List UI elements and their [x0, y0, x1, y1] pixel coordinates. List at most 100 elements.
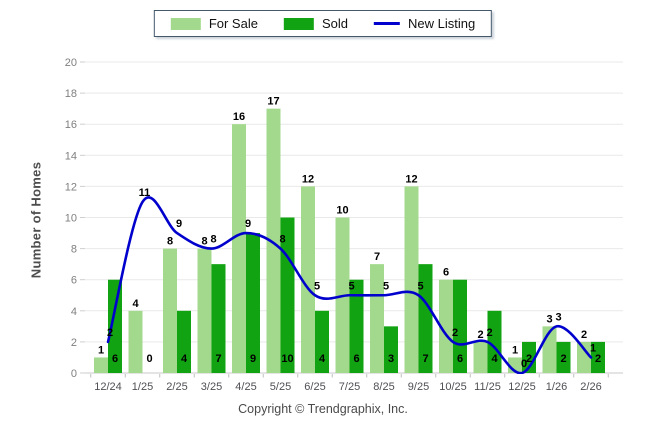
bar-for-sale: [128, 310, 143, 373]
x-tick-label: 5/25: [270, 381, 291, 393]
y-tick-label: 2: [71, 337, 77, 349]
y-axis-title: Number of Homes: [28, 161, 44, 279]
label-for-sale-value: 6: [443, 267, 449, 279]
y-tick-label: 6: [71, 275, 77, 287]
x-tick-label: 8/25: [373, 381, 394, 393]
label-new-listing-value: 0: [521, 358, 527, 370]
bar-sold: [591, 341, 605, 373]
label-sold-value: 9: [250, 353, 256, 365]
x-tick-label: 9/25: [408, 381, 429, 393]
legend-label-new-listing: New Listing: [407, 16, 476, 31]
bar-sold: [487, 310, 502, 373]
label-sold-value: 3: [388, 353, 394, 365]
legend-item-new-listing: New Listing: [373, 16, 476, 31]
x-tick-label: 12/25: [508, 381, 536, 393]
label-sold-value: 7: [215, 353, 221, 365]
bar-for-sale: [370, 264, 384, 373]
bar-for-sale: [439, 279, 453, 373]
label-sold-value: 2: [526, 353, 532, 365]
y-tick-label: 16: [65, 119, 77, 131]
legend-item-sold: Sold: [283, 16, 348, 31]
x-tick-label: 1/25: [132, 381, 153, 393]
label-new-listing-value: 8: [210, 234, 216, 246]
label-sold-value: 6: [353, 353, 359, 365]
label-sold-value: 4: [319, 353, 326, 365]
label-for-sale-value: 1: [512, 344, 518, 356]
bar-for-sale: [473, 341, 488, 373]
y-tick-label: 12: [65, 181, 77, 193]
y-tick-label: 10: [65, 213, 77, 225]
bar-for-sale: [232, 124, 246, 373]
label-sold-value: 4: [181, 353, 188, 365]
label-sold-value: 0: [146, 353, 152, 365]
legend: For Sale Sold New Listing: [153, 10, 493, 37]
label-sold-value: 2: [560, 353, 566, 365]
label-for-sale-value: 2: [477, 329, 483, 341]
bar-sold: [177, 310, 191, 373]
bar-sold: [315, 310, 329, 373]
bar-sold: [453, 279, 467, 373]
label-for-sale-value: 2: [581, 329, 587, 341]
label-new-listing-value: 1: [590, 342, 596, 354]
label-for-sale-value: 10: [336, 205, 348, 217]
bar-sold: [108, 279, 122, 373]
label-new-listing-value: 9: [245, 218, 251, 230]
bar-for-sale: [94, 357, 108, 373]
label-sold-value: 2: [595, 353, 601, 365]
bar-for-sale: [266, 108, 281, 374]
label-for-sale-value: 7: [374, 251, 380, 263]
label-new-listing-value: 5: [417, 280, 423, 292]
x-tick-label: 2/26: [580, 381, 601, 393]
bar-sold: [246, 233, 260, 373]
line-new-listing: [106, 196, 593, 374]
label-for-sale-value: 8: [167, 236, 173, 248]
bar-sold: [384, 326, 398, 373]
bar-for-sale: [163, 248, 177, 373]
bar-for-sale: [197, 248, 212, 373]
x-tick-label: 6/25: [304, 381, 325, 393]
legend-item-for-sale: For Sale: [170, 16, 258, 31]
for-sale-swatch: [170, 17, 201, 30]
x-tick-label: 10/25: [439, 381, 467, 393]
x-tick-label: 4/25: [235, 381, 256, 393]
legend-label-sold: Sold: [321, 16, 348, 31]
label-for-sale-value: 1: [98, 344, 104, 356]
label-new-listing-value: 5: [383, 280, 389, 292]
bar-sold: [556, 341, 571, 373]
label-new-listing-value: 5: [348, 280, 354, 292]
label-new-listing-value: 8: [279, 234, 285, 246]
label-sold-value: 4: [491, 353, 498, 365]
sold-swatch: [283, 17, 314, 30]
copyright-text: Copyright © Trendgraphix, Inc.: [238, 402, 408, 416]
x-tick-label: 3/25: [201, 381, 222, 393]
new-listing-line-swatch: [373, 22, 400, 25]
bar-sold: [280, 217, 295, 373]
y-tick-label: 8: [71, 244, 77, 256]
label-sold-value: 6: [112, 353, 118, 365]
y-tick-label: 4: [71, 306, 77, 318]
label-new-listing-value: 2: [452, 327, 458, 339]
x-tick-label: 2/25: [166, 381, 187, 393]
label-sold-value: 6: [457, 353, 463, 365]
label-new-listing-value: 5: [314, 280, 320, 292]
legend-label-for-sale: For Sale: [208, 16, 258, 31]
y-tick-label: 0: [71, 368, 77, 380]
x-tick-label: 1/26: [546, 381, 567, 393]
bar-sold: [522, 341, 536, 373]
label-new-listing-value: 2: [107, 327, 113, 339]
bar-sold: [349, 279, 364, 373]
y-tick-label: 20: [65, 57, 77, 69]
bar-sold: [211, 264, 226, 373]
bar-sold: [418, 264, 433, 373]
bar-for-sale: [577, 341, 591, 373]
label-sold-value: 7: [422, 353, 428, 365]
label-for-sale-value: 17: [267, 96, 279, 108]
label-new-listing-value: 3: [555, 311, 561, 323]
label-for-sale-value: 4: [132, 298, 139, 310]
label-sold-value: 10: [281, 353, 293, 365]
label-for-sale-value: 3: [546, 313, 552, 325]
label-for-sale-value: 12: [302, 173, 314, 185]
label-for-sale-value: 8: [201, 236, 207, 248]
